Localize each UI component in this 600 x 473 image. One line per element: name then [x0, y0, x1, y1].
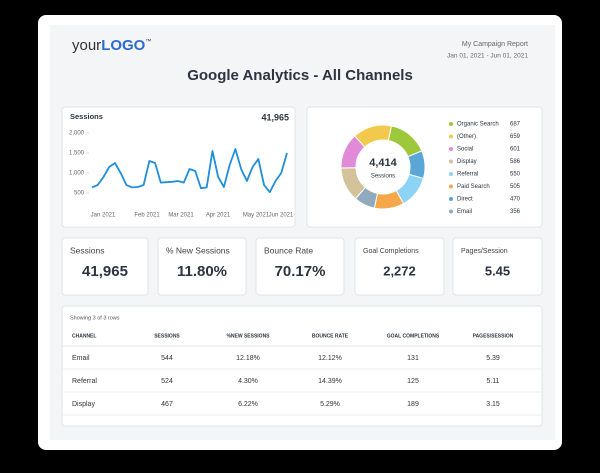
kpi-value: 5.45 — [485, 263, 510, 278]
legend-value: 659 — [510, 134, 521, 140]
legend-value: 505 — [510, 184, 521, 190]
line-total: 41,965 — [261, 112, 289, 122]
logo-mark: ™ — [145, 38, 151, 45]
legend-label: (Other) — [457, 134, 476, 140]
kpi-card — [255, 237, 345, 296]
kpi-card — [452, 237, 543, 296]
donut-slice — [354, 124, 392, 148]
x-tick-label: Feb 2021 — [134, 213, 160, 219]
column-header: %NEW SESSIONS — [226, 333, 270, 339]
donut-center-label: Sessions — [371, 174, 395, 180]
legend-dot — [449, 184, 453, 189]
cell: 544 — [161, 355, 173, 362]
cell: 5.11 — [486, 378, 499, 385]
cell: 524 — [161, 378, 173, 385]
date-range: Jan 01, 2021 - Jun 01, 2021 — [447, 53, 528, 60]
card — [61, 305, 543, 427]
cell: 3.15 — [486, 401, 500, 408]
x-tick-label: Jun 2021 — [269, 213, 294, 219]
logo-light: your — [72, 37, 101, 54]
legend-dot — [449, 209, 453, 214]
donut-center-value: 4,414 — [369, 157, 397, 169]
cell: 131 — [407, 355, 419, 362]
cell: Display — [72, 401, 95, 408]
y-tick-label: 500 — [74, 191, 85, 197]
x-tick-label: Apr 2021 — [206, 213, 231, 219]
kpi-label: Sessions — [70, 245, 105, 255]
cell: 12.12% — [318, 355, 342, 362]
legend-value: 356 — [510, 209, 521, 215]
legend-value: 601 — [510, 147, 521, 153]
kpi-value: 11.80% — [177, 263, 227, 280]
cell: 5.39 — [486, 355, 500, 362]
column-header: BOUNCE RATE — [312, 333, 349, 339]
x-tick-label: May 2021 — [243, 213, 270, 219]
legend-label: Email — [457, 209, 472, 215]
legend-dot — [449, 172, 453, 176]
y-tick-label: 1,500 — [69, 151, 85, 157]
kpi-value: 2,272 — [383, 263, 416, 278]
column-header: PAGES/SESSION — [473, 333, 514, 339]
cell: Email — [72, 355, 90, 362]
column-header: CHANNEL — [72, 333, 96, 339]
column-header: GOAL COMPLETIONS — [387, 333, 440, 339]
card — [61, 106, 296, 228]
legend-label: Paid Search — [457, 184, 490, 190]
legend-label: Social — [457, 147, 473, 153]
cell: 4.30% — [238, 378, 258, 385]
line-title: Sessions — [70, 112, 103, 121]
kpi-card — [157, 237, 247, 296]
logo: yourLOGO™ — [72, 37, 151, 54]
legend-dot — [449, 197, 453, 201]
kpi-label: Goal Completions — [363, 248, 419, 255]
legend-label: Display — [457, 159, 477, 165]
legend-value: 470 — [510, 197, 521, 203]
kpi-card — [61, 237, 149, 296]
cell: 14.39% — [318, 378, 342, 385]
cell: 6.22% — [238, 401, 258, 408]
kpi-card — [354, 237, 445, 296]
cell: 125 — [407, 378, 419, 385]
legend-value: 687 — [510, 122, 521, 128]
report-name: My Campaign Report — [462, 41, 528, 48]
legend-dot — [449, 159, 453, 164]
legend-label: Direct — [457, 197, 473, 203]
line — [91, 148, 288, 194]
table-caption: Showing 3 of 3 rows — [70, 315, 120, 321]
legend-dot — [449, 122, 453, 126]
kpi-label: Pages/Session — [461, 248, 508, 255]
legend-value: 550 — [510, 172, 521, 178]
kpi-label: Bounce Rate — [264, 245, 313, 255]
legend-dot — [449, 134, 453, 139]
legend-label: Referral — [457, 172, 478, 178]
cell: Referral — [72, 378, 97, 385]
title: Google Analytics - All Channels — [187, 67, 413, 84]
kpi-label: % New Sessions — [166, 245, 230, 255]
cell: 467 — [161, 401, 173, 408]
legend-label: Organic Search — [457, 122, 499, 128]
x-tick-label: Jan 2021 — [91, 213, 116, 219]
legend-value: 586 — [510, 159, 521, 165]
cell: 5.29% — [320, 401, 340, 408]
y-tick-label: 2,000 — [69, 131, 85, 137]
y-tick-label: 1,000 — [69, 171, 85, 177]
x-tick-label: Mar 2021 — [168, 213, 194, 219]
cell: 12.18% — [236, 355, 260, 362]
column-header: SESSIONS — [154, 333, 180, 339]
kpi-value: 41,965 — [82, 263, 128, 280]
legend-dot — [449, 147, 453, 151]
logo-bold: LOGO — [101, 37, 145, 54]
kpi-value: 70.17% — [275, 263, 326, 280]
cell: 189 — [407, 401, 419, 408]
